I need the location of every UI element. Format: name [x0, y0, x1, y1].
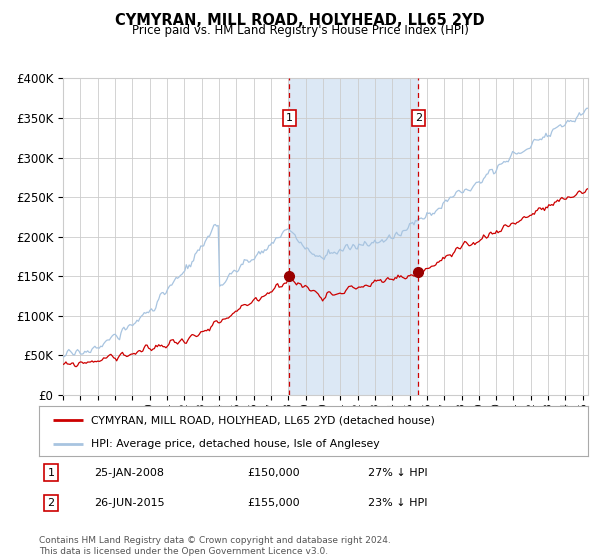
Text: 1: 1	[47, 468, 55, 478]
Text: 26-JUN-2015: 26-JUN-2015	[94, 498, 164, 508]
Text: £150,000: £150,000	[248, 468, 300, 478]
Text: 2: 2	[47, 498, 55, 508]
Text: CYMYRAN, MILL ROAD, HOLYHEAD, LL65 2YD (detached house): CYMYRAN, MILL ROAD, HOLYHEAD, LL65 2YD (…	[91, 415, 435, 425]
Text: HPI: Average price, detached house, Isle of Anglesey: HPI: Average price, detached house, Isle…	[91, 439, 380, 449]
Text: Price paid vs. HM Land Registry's House Price Index (HPI): Price paid vs. HM Land Registry's House …	[131, 24, 469, 37]
Text: 25-JAN-2008: 25-JAN-2008	[94, 468, 164, 478]
Text: 2: 2	[415, 113, 422, 123]
Text: £155,000: £155,000	[248, 498, 300, 508]
Text: Contains HM Land Registry data © Crown copyright and database right 2024.
This d: Contains HM Land Registry data © Crown c…	[39, 536, 391, 556]
Text: 27% ↓ HPI: 27% ↓ HPI	[368, 468, 428, 478]
Text: 1: 1	[286, 113, 293, 123]
Text: 23% ↓ HPI: 23% ↓ HPI	[368, 498, 428, 508]
Bar	[289, 78, 418, 395]
Text: CYMYRAN, MILL ROAD, HOLYHEAD, LL65 2YD: CYMYRAN, MILL ROAD, HOLYHEAD, LL65 2YD	[115, 13, 485, 28]
